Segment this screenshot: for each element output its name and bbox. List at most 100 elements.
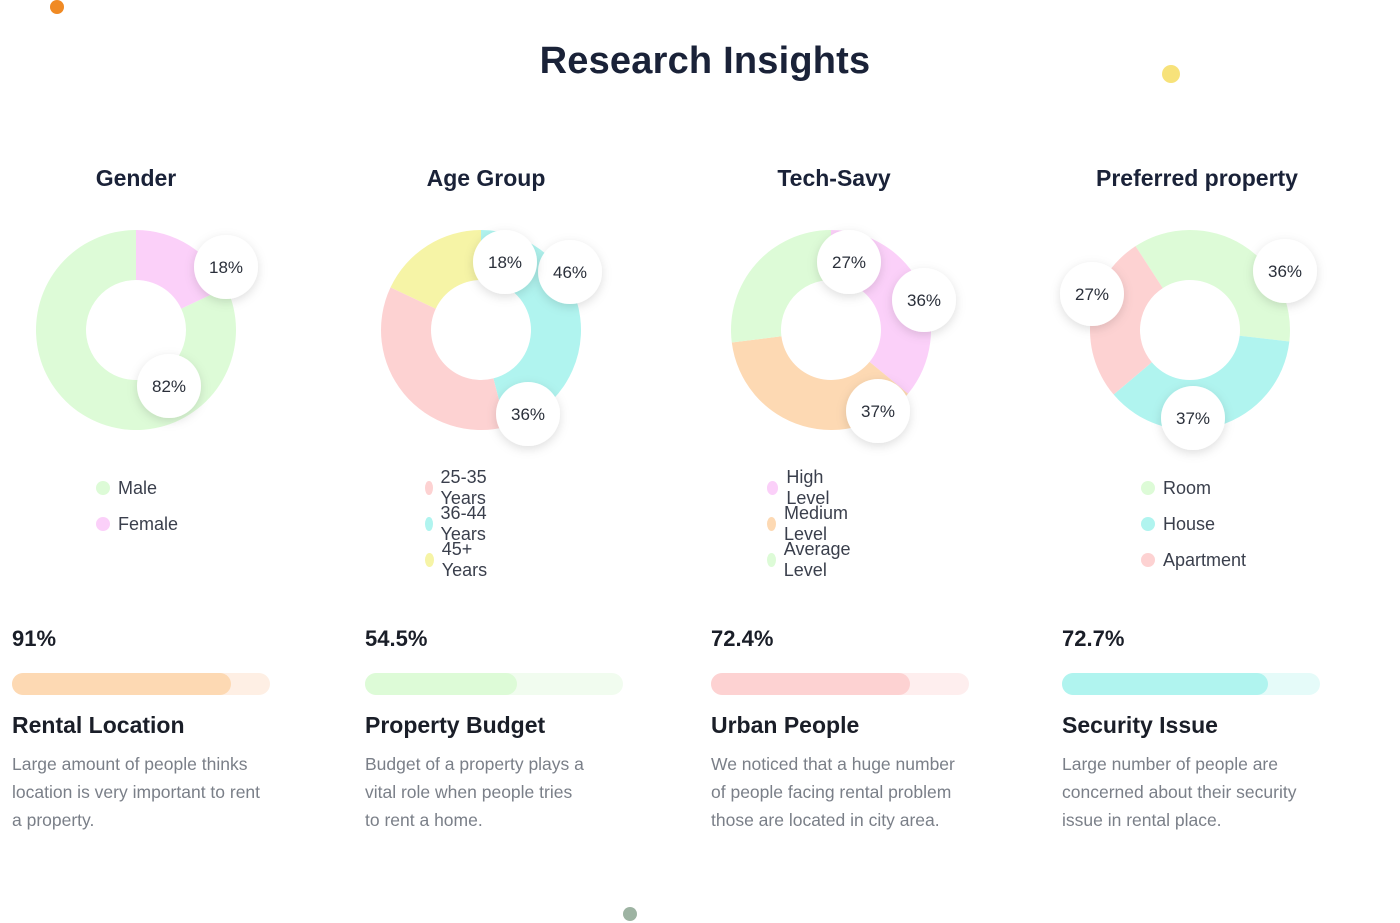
percent-label: 36% (511, 405, 545, 424)
legend-swatch (425, 517, 433, 531)
legend-label: Room (1163, 477, 1212, 498)
tech-savy-legend: High Level Medium Level Average Level (767, 467, 856, 580)
age-group-legend: 25-35 Years 36-44 Years 45+ Years (425, 467, 492, 580)
percent-bubble-circle (137, 354, 201, 418)
progress-track (1062, 673, 1320, 695)
percent-bubble: 27% (1060, 262, 1124, 326)
stat-description: Large amount of people thinks location i… (12, 754, 261, 830)
age-group-donut-chart: 46% 36% 18% (381, 230, 602, 446)
stat-urban-people: 72.4% Urban People We noticed that a hug… (711, 626, 969, 830)
progress-track (365, 673, 623, 695)
legend-item-36-44-years: 36-44 Years (425, 503, 492, 544)
stat-title: Security Issue (1062, 712, 1218, 738)
percent-bubble-circle (817, 230, 881, 294)
legend-label: Medium Level (783, 503, 848, 544)
decorative-dot-green (623, 907, 637, 921)
stat-description: We noticed that a huge number of people … (711, 754, 955, 830)
legend-swatch (1141, 553, 1155, 567)
percent-label: 37% (861, 402, 895, 421)
percent-label: 18% (209, 258, 243, 277)
progress-track (711, 673, 969, 695)
decorative-dot-yellow (1162, 65, 1180, 83)
legend-item-average-level: Average Level (767, 539, 856, 580)
progress-fill (1062, 673, 1269, 695)
percent-bubble: 27% (817, 230, 881, 294)
percent-bubble: 36% (892, 268, 956, 332)
legend-swatch (767, 553, 776, 567)
tech-savy-donut-chart: 36% 37% 27% (731, 230, 956, 443)
percent-bubble: 37% (1161, 386, 1225, 450)
legend-swatch (425, 553, 434, 567)
stat-title: Property Budget (365, 712, 546, 738)
legend-label: Male (118, 477, 158, 498)
gender-legend: Male Female (96, 470, 178, 542)
percent-label: 37% (1176, 409, 1210, 428)
percent-bubble-circle (194, 235, 258, 299)
percent-bubble: 46% (538, 240, 602, 304)
stat-description: Large number of people are concerned abo… (1062, 754, 1297, 830)
percent-bubble-circle (1060, 262, 1124, 326)
legend-swatch (96, 481, 110, 495)
chart-title: Gender (95, 165, 177, 191)
percent-label: 46% (553, 263, 587, 282)
stat-percent: 72.4% (711, 626, 774, 651)
legend-item-female: Female (96, 506, 178, 542)
percent-bubble: 36% (496, 382, 560, 446)
legend-item-medium-level: Medium Level (767, 503, 856, 544)
percent-label: 36% (907, 291, 941, 310)
donut-segment-room (1135, 230, 1290, 342)
donut-segment-average-level (731, 230, 831, 343)
percent-bubble-circle (1161, 386, 1225, 450)
legend-swatch (767, 517, 776, 531)
legend-swatch (1141, 517, 1155, 531)
legend-item-house: House (1141, 506, 1246, 542)
percent-bubble-circle (538, 240, 602, 304)
chart-title: Age Group (426, 165, 546, 191)
legend-swatch (1141, 481, 1155, 495)
stat-property-budget: 54.5% Property Budget Budget of a proper… (365, 626, 623, 830)
stat-security-issue: 72.7% Security Issue Large number of peo… (1062, 626, 1320, 830)
donut-segment-25-35-years (381, 287, 506, 430)
legend-label: House (1163, 513, 1216, 534)
legend-label: 25-35 Years (440, 467, 487, 508)
legend-item-male: Male (96, 470, 178, 506)
percent-bubble: 82% (137, 354, 201, 418)
gender-donut-chart: 18% 82% (36, 230, 258, 430)
preferred-property-legend: Room House Apartment (1141, 470, 1246, 578)
legend-label: High Level (786, 467, 830, 508)
percent-bubble-circle (846, 379, 910, 443)
legend-item-high-level: High Level (767, 467, 856, 508)
gender-section: Gender 18% 82% Male Female (0, 0, 300, 923)
percent-label: 82% (152, 377, 186, 396)
decorative-dot-orange (50, 0, 64, 14)
progress-fill (12, 673, 232, 695)
preferred-property-donut-chart: 36% 37% 27% (1060, 230, 1317, 450)
progress-track (12, 673, 270, 695)
legend-label: Female (118, 513, 179, 534)
stat-rental-location: 91% Rental Location Large amount of peop… (12, 626, 270, 830)
stat-description: Budget of a property plays a vital role … (365, 754, 584, 830)
age-group-section: Age Group 46% 36% 18% 25-35 Years 36-44 Ye… (0, 0, 602, 923)
percent-bubble: 37% (846, 379, 910, 443)
donut-segment-house (1113, 335, 1290, 430)
legend-label: 45+ Years (441, 539, 488, 580)
percent-bubble: 36% (1253, 239, 1317, 303)
legend-item-room: Room (1141, 470, 1246, 506)
progress-fill (365, 673, 518, 695)
chart-title: Preferred property (1096, 165, 1298, 191)
stat-title: Urban People (711, 712, 860, 738)
percent-bubble: 18% (194, 235, 258, 299)
percent-bubble: 18% (473, 230, 537, 294)
page-title: Research Insights (539, 40, 871, 82)
legend-label: Apartment (1163, 549, 1247, 570)
donut-segment-45-years (390, 230, 481, 309)
percent-label: 27% (1075, 285, 1109, 304)
legend-label: 36-44 Years (440, 503, 487, 544)
chart-title: Tech-Savy (777, 165, 891, 191)
progress-fill (711, 673, 910, 695)
percent-label: 18% (488, 253, 522, 272)
percent-bubble-circle (892, 268, 956, 332)
tech-savy-section: Tech-Savy 36% 37% 27% High Level Medium Le… (0, 0, 956, 923)
percent-bubble-circle (496, 382, 560, 446)
percent-label: 36% (1268, 262, 1302, 281)
